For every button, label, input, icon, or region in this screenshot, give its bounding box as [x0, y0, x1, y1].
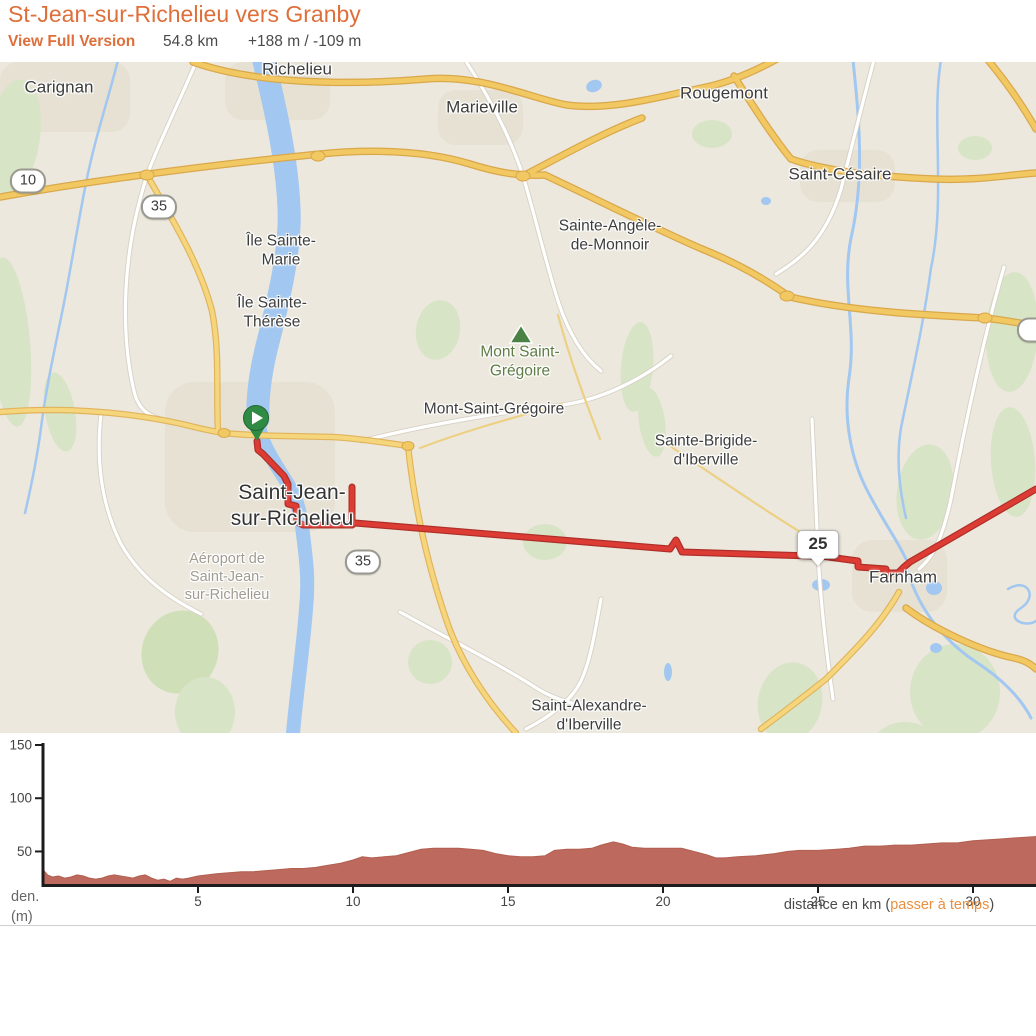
map-canvas[interactable]: Carignan Richelieu Marieville Rougemont Sain… — [0, 62, 1036, 733]
x-axis-label-close: ) — [989, 897, 995, 913]
header: St-Jean-sur-Richelieu vers Granby View F… — [0, 0, 1036, 62]
route-elevation-gain-loss: +188 m / -109 m — [248, 33, 362, 50]
route-line — [253, 437, 1036, 577]
highway-shield: 35 — [344, 549, 382, 575]
view-full-version-link[interactable]: View Full Version — [8, 33, 136, 50]
map-label: Mont Saint- Grégoire — [480, 343, 560, 380]
x-axis-label: distance en km (passer à temps) — [784, 897, 994, 913]
map-label: Richelieu — [262, 62, 332, 79]
axis-tick: 50 — [17, 844, 32, 859]
highway-shield: 35 — [140, 194, 178, 220]
highway-shield — [1017, 317, 1036, 343]
y-axis-unit-label: den. (m) — [11, 889, 40, 925]
axis-tick: 15 — [500, 894, 515, 909]
axis-tick: 20 — [655, 894, 670, 909]
map-label: Sainte-Angèle- de-Monnoir — [558, 217, 662, 254]
map-label: Mont-Saint-Grégoire — [423, 400, 565, 418]
page-title: St-Jean-sur-Richelieu vers Granby — [8, 1, 361, 27]
rivers — [23, 62, 1036, 733]
km-25-marker: 25 — [797, 530, 839, 559]
elevation-plot: 5 10 15 20 25 30 50 100 150 — [9, 738, 1036, 909]
axis-tick: 100 — [9, 791, 32, 806]
axis-tick: 30 — [965, 894, 980, 909]
axis-tick: 5 — [194, 894, 202, 909]
x-axis-label-text: distance en km ( — [783, 897, 891, 913]
highway-shield: 10 — [9, 168, 47, 194]
route-distance: 54.8 km — [163, 33, 219, 50]
axis-tick: 10 — [345, 894, 360, 909]
map-label: Île Sainte- Thérèse — [237, 294, 307, 331]
elevation-area — [42, 835, 1036, 886]
separator-line — [0, 925, 1036, 926]
axis-tick: 150 — [9, 738, 32, 753]
mountain-peak-icon — [508, 323, 534, 344]
map-label: Marieville — [446, 97, 518, 117]
axis-ticks: 5 10 15 20 25 30 50 100 150 — [9, 738, 980, 909]
passer-a-temps-link[interactable]: passer à temps — [890, 897, 990, 913]
map-label: Sainte-Brigide- d'Iberville — [654, 432, 758, 469]
start-marker-icon — [243, 405, 269, 441]
axis-tick: 25 — [810, 894, 825, 909]
map-label: Saint-Jean- sur-Richelieu — [230, 480, 354, 530]
map-label: Aéroport de Saint-Jean- sur-Richelieu — [184, 550, 270, 604]
map-label: Carignan — [24, 77, 94, 97]
map-artwork — [0, 62, 1036, 733]
elevation-chart[interactable]: 5 10 15 20 25 30 50 100 150 den. (m) distance en… — [0, 737, 1036, 1036]
map-label: Île Sainte- Marie — [246, 232, 316, 269]
map-label: Saint-Alexandre- d'Iberville — [531, 697, 647, 733]
map-label: Rougemont — [680, 83, 768, 103]
map-label: Farnham — [868, 567, 938, 587]
map-label: Saint-Césaire — [788, 164, 892, 184]
